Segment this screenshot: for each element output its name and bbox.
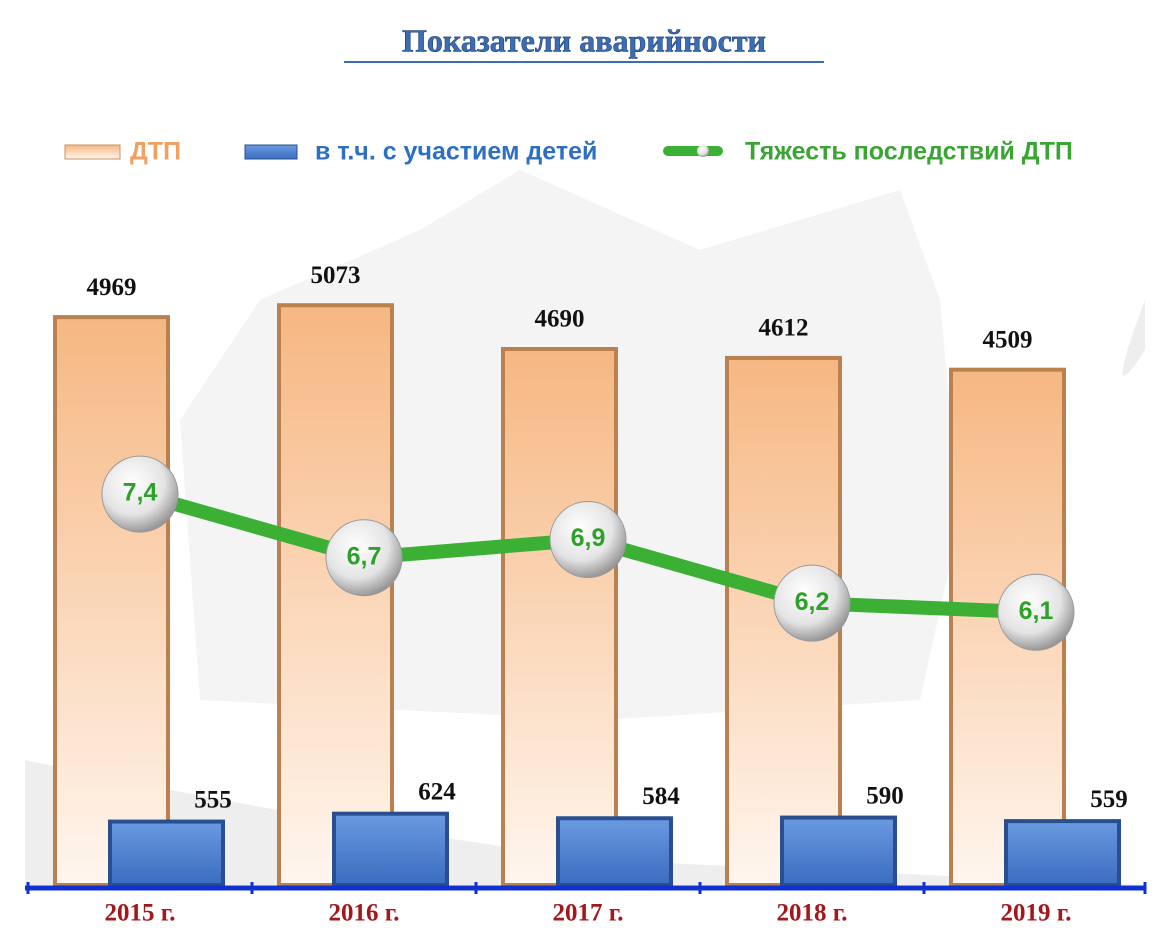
- line-marker: [773, 564, 851, 642]
- value-label: 590: [866, 782, 904, 809]
- value-label: 4612: [759, 315, 809, 342]
- line-marker: [325, 519, 403, 597]
- value-label: 584: [642, 783, 680, 810]
- value-label: 559: [1090, 786, 1128, 813]
- legend-swatch: [64, 144, 121, 160]
- line-value-label: 6,7: [347, 542, 382, 570]
- line-marker: [549, 501, 627, 579]
- legend-label: в т.ч. с участием детей: [315, 138, 597, 166]
- value-label: 4969: [87, 274, 137, 301]
- line-marker: [101, 455, 179, 533]
- bar: [332, 811, 449, 888]
- line-value-label: 6,2: [795, 588, 830, 616]
- bar: [108, 819, 225, 887]
- x-tick-label: 2017 г.: [552, 900, 623, 927]
- legend-label: ДТП: [130, 138, 181, 166]
- chart-title: Показатели аварийности: [402, 22, 766, 58]
- line-marker: [997, 573, 1075, 651]
- x-tick-label: 2019 г.: [1000, 900, 1071, 927]
- x-tick-label: 2018 г.: [776, 900, 847, 927]
- value-label: 4690: [535, 306, 585, 333]
- bar: [501, 347, 618, 887]
- x-tick-label: 2015 г.: [104, 900, 175, 927]
- line-value-label: 7,4: [123, 479, 158, 507]
- legend-swatch: [244, 144, 298, 160]
- bar: [277, 303, 394, 887]
- bar: [556, 816, 673, 887]
- value-label: 4509: [983, 326, 1033, 353]
- bar: [53, 315, 170, 888]
- bar: [1004, 819, 1121, 887]
- legend-swatch: [697, 145, 709, 157]
- value-label: 624: [418, 778, 456, 805]
- line-value-label: 6,1: [1019, 597, 1054, 625]
- line-value-label: 6,9: [571, 524, 606, 552]
- legend-label: Тяжесть последствий ДТП: [745, 138, 1073, 166]
- bar: [780, 815, 897, 887]
- value-label: 5073: [311, 262, 361, 289]
- value-label: 555: [194, 786, 232, 813]
- x-tick-label: 2016 г.: [328, 900, 399, 927]
